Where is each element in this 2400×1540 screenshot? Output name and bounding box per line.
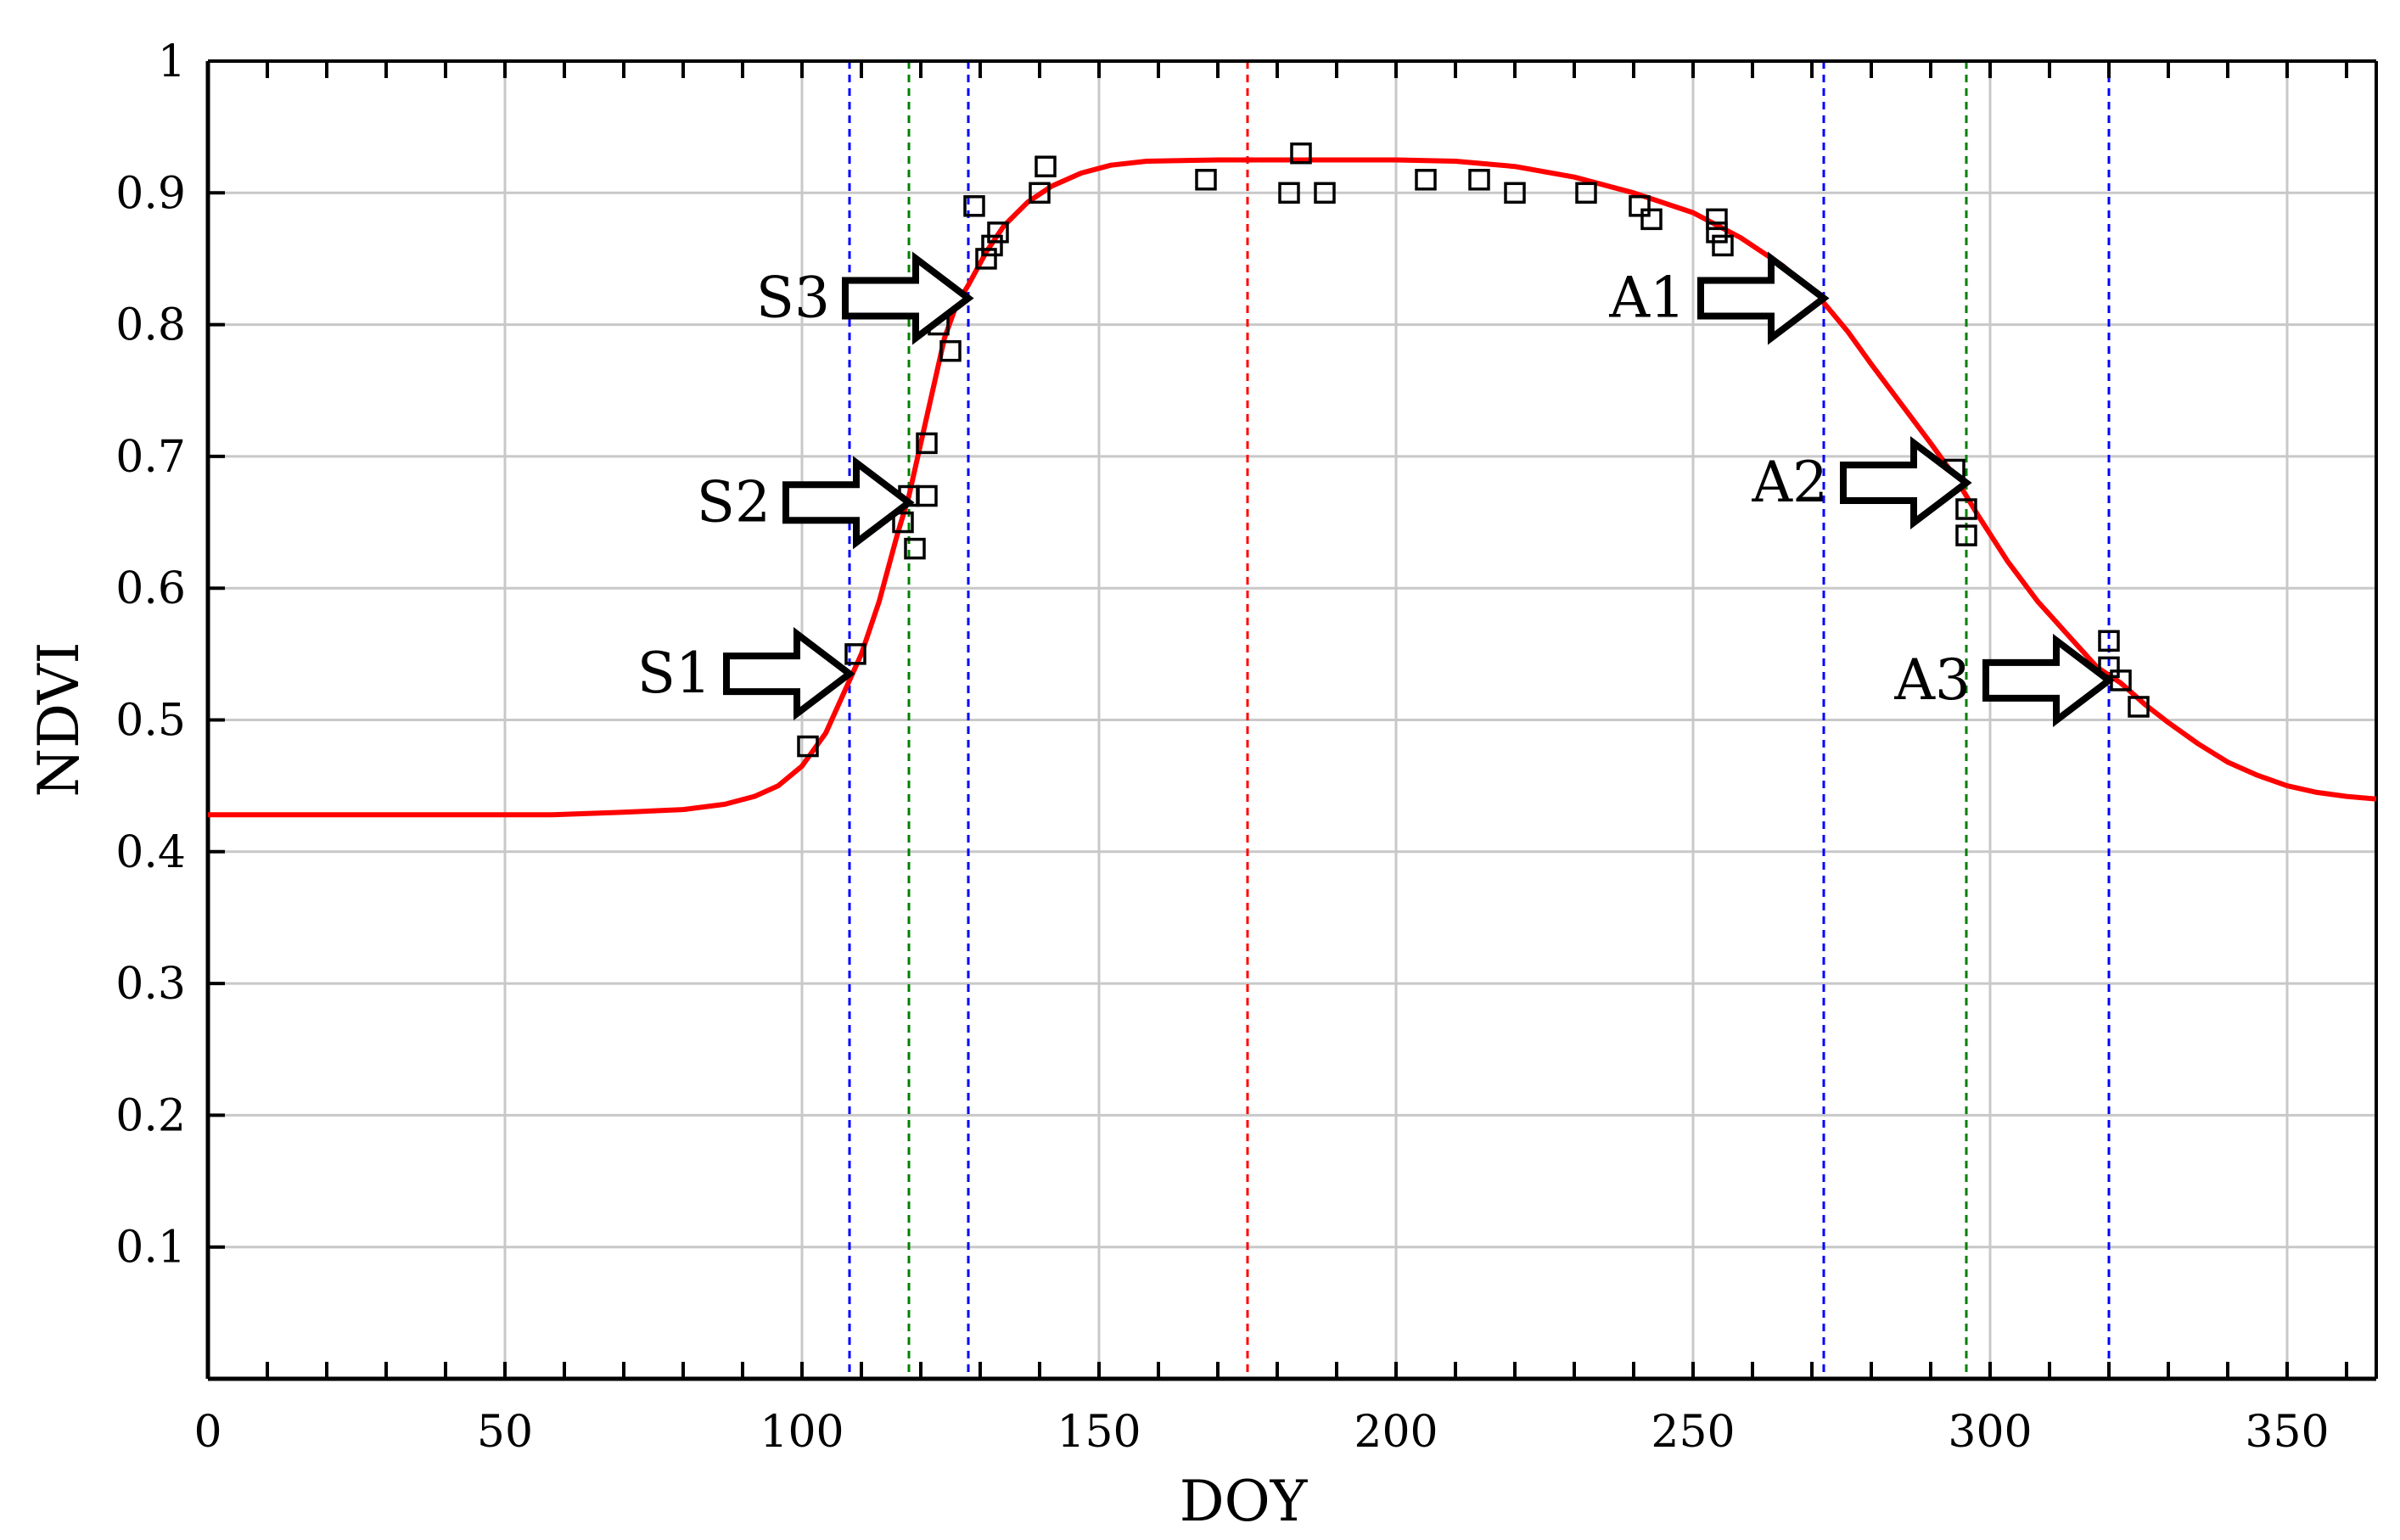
x-axis-title: DOY [1180, 1469, 1309, 1534]
data-point [1706, 208, 1728, 231]
y-axis-title: NDVI [26, 641, 92, 797]
annotation-label-s3: S3 [756, 266, 830, 331]
y-tick-label: 0.9 [115, 168, 186, 219]
data-point [1575, 182, 1597, 204]
arrow-a3 [1982, 633, 2115, 727]
data-point [1468, 169, 1490, 191]
x-tick-label: 50 [477, 1407, 533, 1458]
y-tick-label: 0.3 [115, 959, 186, 1010]
data-point [916, 484, 938, 507]
arrow-s3 [842, 251, 974, 345]
data-point [963, 195, 985, 217]
arrow-s2 [782, 456, 915, 550]
data-point [1712, 234, 1734, 257]
annotations-layer: S1 S2 S3 A1 A2 A3 [637, 251, 2115, 727]
y-tick-label: 0.7 [115, 432, 186, 483]
data-point [2098, 630, 2120, 652]
data-point [1955, 498, 1977, 520]
data-point [844, 643, 866, 665]
data-point [1415, 169, 1437, 191]
grid-layer [208, 61, 2376, 1379]
y-tick-label: 0.6 [115, 563, 186, 614]
data-point [2128, 696, 2150, 718]
data-point [1278, 182, 1300, 204]
tick-labels-layer: 0 50 100 150 200 250 300 350 0.1 0.2 0.3 0.4 0.5 0.6 0… [115, 36, 2329, 1458]
data-point [1029, 182, 1051, 204]
data-point [916, 432, 938, 455]
annotation-label-a1: A1 [1608, 266, 1685, 331]
x-tick-label: 300 [1948, 1407, 2032, 1458]
y-tick-label: 0.8 [115, 300, 186, 351]
annotation-label-s1: S1 [637, 641, 711, 706]
y-tick-label: 1 [158, 36, 186, 87]
data-point [975, 248, 997, 270]
data-point [1706, 221, 1728, 244]
y-tick-label: 0.1 [115, 1223, 186, 1274]
x-tick-label: 150 [1057, 1407, 1141, 1458]
data-point [904, 537, 926, 560]
data-point [1504, 182, 1526, 204]
x-tick-label: 250 [1651, 1407, 1735, 1458]
data-point [1290, 142, 1312, 165]
annotation-label-a2: A2 [1751, 450, 1828, 515]
data-point [981, 234, 1003, 257]
x-tick-label: 200 [1354, 1407, 1438, 1458]
data-point [1629, 195, 1651, 217]
data-point [797, 735, 819, 758]
data-point [1195, 169, 1217, 191]
x-tick-label: 0 [193, 1407, 221, 1458]
data-point [892, 511, 914, 534]
data-point [1035, 155, 1057, 177]
y-tick-label: 0.5 [115, 696, 186, 747]
x-tick-label: 350 [2245, 1407, 2329, 1458]
arrow-a1 [1697, 251, 1830, 345]
arrow-a2 [1840, 435, 1972, 530]
data-point [987, 221, 1009, 244]
y-tick-label: 0.2 [115, 1090, 186, 1141]
y-tick-label: 0.4 [115, 827, 186, 878]
data-point [1314, 182, 1336, 204]
axes-layer [205, 59, 2378, 1381]
annotation-label-a3: A3 [1893, 647, 1971, 713]
arrow-s1 [723, 627, 855, 721]
annotation-label-s2: S2 [697, 469, 771, 535]
data-point [939, 339, 962, 362]
data-point [1640, 208, 1663, 231]
x-tick-label: 100 [760, 1407, 844, 1458]
data-point [1955, 524, 1977, 546]
